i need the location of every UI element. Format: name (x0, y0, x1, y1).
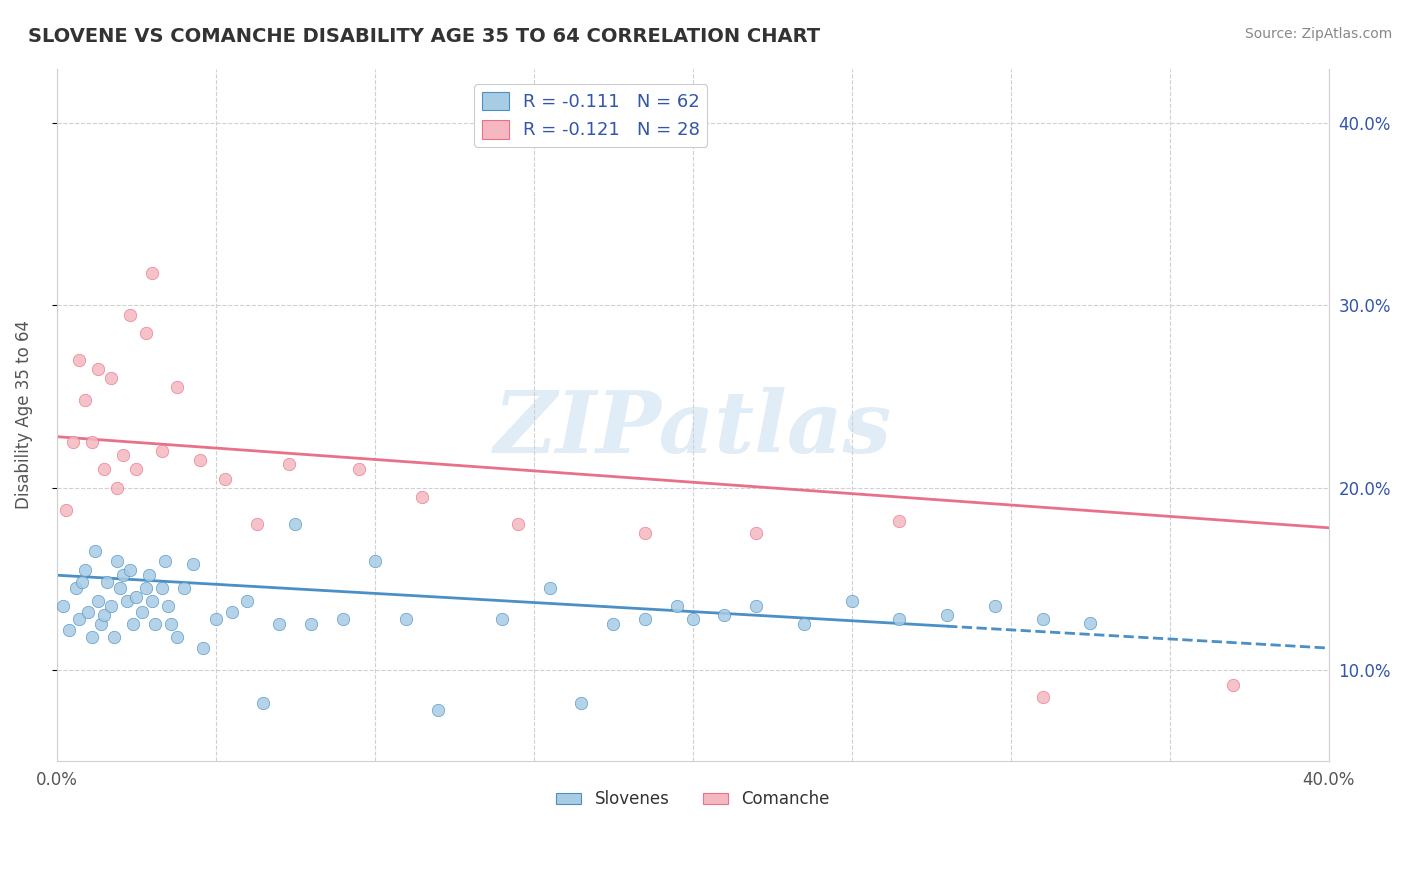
Point (984, 599, 1007, 614)
Point (143, 617, 166, 632)
Point (183, 558, 205, 572)
Point (90, 617, 112, 632)
Point (236, 593, 259, 607)
Point (115, 593, 138, 607)
Point (150, 444, 173, 458)
Point (87, 362, 110, 376)
Point (889, 514, 911, 528)
Point (103, 630, 125, 644)
Point (93, 462, 115, 476)
Point (105, 553, 128, 567)
Point (793, 617, 815, 632)
Point (118, 563, 141, 577)
Point (110, 581, 132, 595)
Point (138, 568, 160, 582)
Point (153, 553, 176, 567)
Point (112, 448, 135, 462)
Point (246, 517, 269, 532)
Point (204, 612, 226, 626)
Point (363, 553, 385, 567)
Point (67, 612, 90, 626)
Point (332, 612, 354, 626)
Point (347, 462, 370, 476)
Point (252, 696, 274, 710)
Point (62, 435, 84, 450)
Text: ZIPatlas: ZIPatlas (494, 387, 891, 470)
Text: SLOVENE VS COMANCHE DISABILITY AGE 35 TO 64 CORRELATION CHART: SLOVENE VS COMANCHE DISABILITY AGE 35 TO… (28, 27, 820, 45)
Point (491, 612, 513, 626)
Point (125, 462, 148, 476)
Point (569, 696, 592, 710)
Point (936, 608, 959, 623)
Point (634, 612, 657, 626)
Y-axis label: Disability Age 35 to 64: Disability Age 35 to 64 (15, 320, 32, 509)
Text: Source: ZipAtlas.com: Source: ZipAtlas.com (1244, 27, 1392, 41)
Point (506, 517, 529, 532)
Point (1078, 615, 1101, 630)
Point (299, 617, 322, 632)
Point (1031, 690, 1053, 705)
Point (58, 623, 80, 637)
Point (105, 481, 128, 495)
Point (125, 590, 148, 604)
Point (214, 472, 236, 486)
Point (96, 575, 118, 590)
Point (284, 517, 307, 532)
Point (634, 526, 657, 541)
Point (682, 612, 704, 626)
Point (80, 435, 103, 450)
Point (665, 599, 688, 614)
Point (67, 353, 90, 368)
Point (65, 581, 87, 595)
Point (135, 581, 157, 595)
Point (160, 617, 183, 632)
Point (112, 568, 135, 582)
Point (427, 703, 450, 717)
Point (70, 575, 93, 590)
Point (538, 581, 561, 595)
Point (100, 599, 122, 614)
Point (173, 581, 195, 595)
Point (1031, 612, 1053, 626)
Point (93, 608, 115, 623)
Point (141, 266, 163, 280)
Point (889, 612, 911, 626)
Point (277, 457, 299, 471)
Point (141, 593, 163, 607)
Point (135, 326, 157, 340)
Point (745, 599, 768, 614)
Point (841, 593, 863, 607)
Point (411, 490, 433, 504)
Point (100, 371, 122, 385)
Point (75, 563, 97, 577)
Point (188, 453, 211, 467)
Point (745, 526, 768, 541)
Point (150, 581, 173, 595)
Point (191, 641, 214, 656)
Point (118, 308, 141, 322)
Point (131, 605, 153, 619)
Point (166, 630, 188, 644)
Point (602, 617, 624, 632)
Point (80, 630, 103, 644)
Point (395, 612, 418, 626)
Point (1222, 677, 1244, 691)
Point (83, 544, 105, 558)
Point (122, 617, 145, 632)
Point (87, 593, 110, 607)
Point (156, 599, 179, 614)
Legend: Slovenes, Comanche: Slovenes, Comanche (550, 784, 837, 815)
Point (166, 380, 188, 394)
Point (75, 393, 97, 408)
Point (221, 605, 243, 619)
Point (77, 605, 100, 619)
Point (713, 608, 735, 623)
Point (52, 599, 75, 614)
Point (55, 502, 77, 516)
Point (269, 617, 291, 632)
